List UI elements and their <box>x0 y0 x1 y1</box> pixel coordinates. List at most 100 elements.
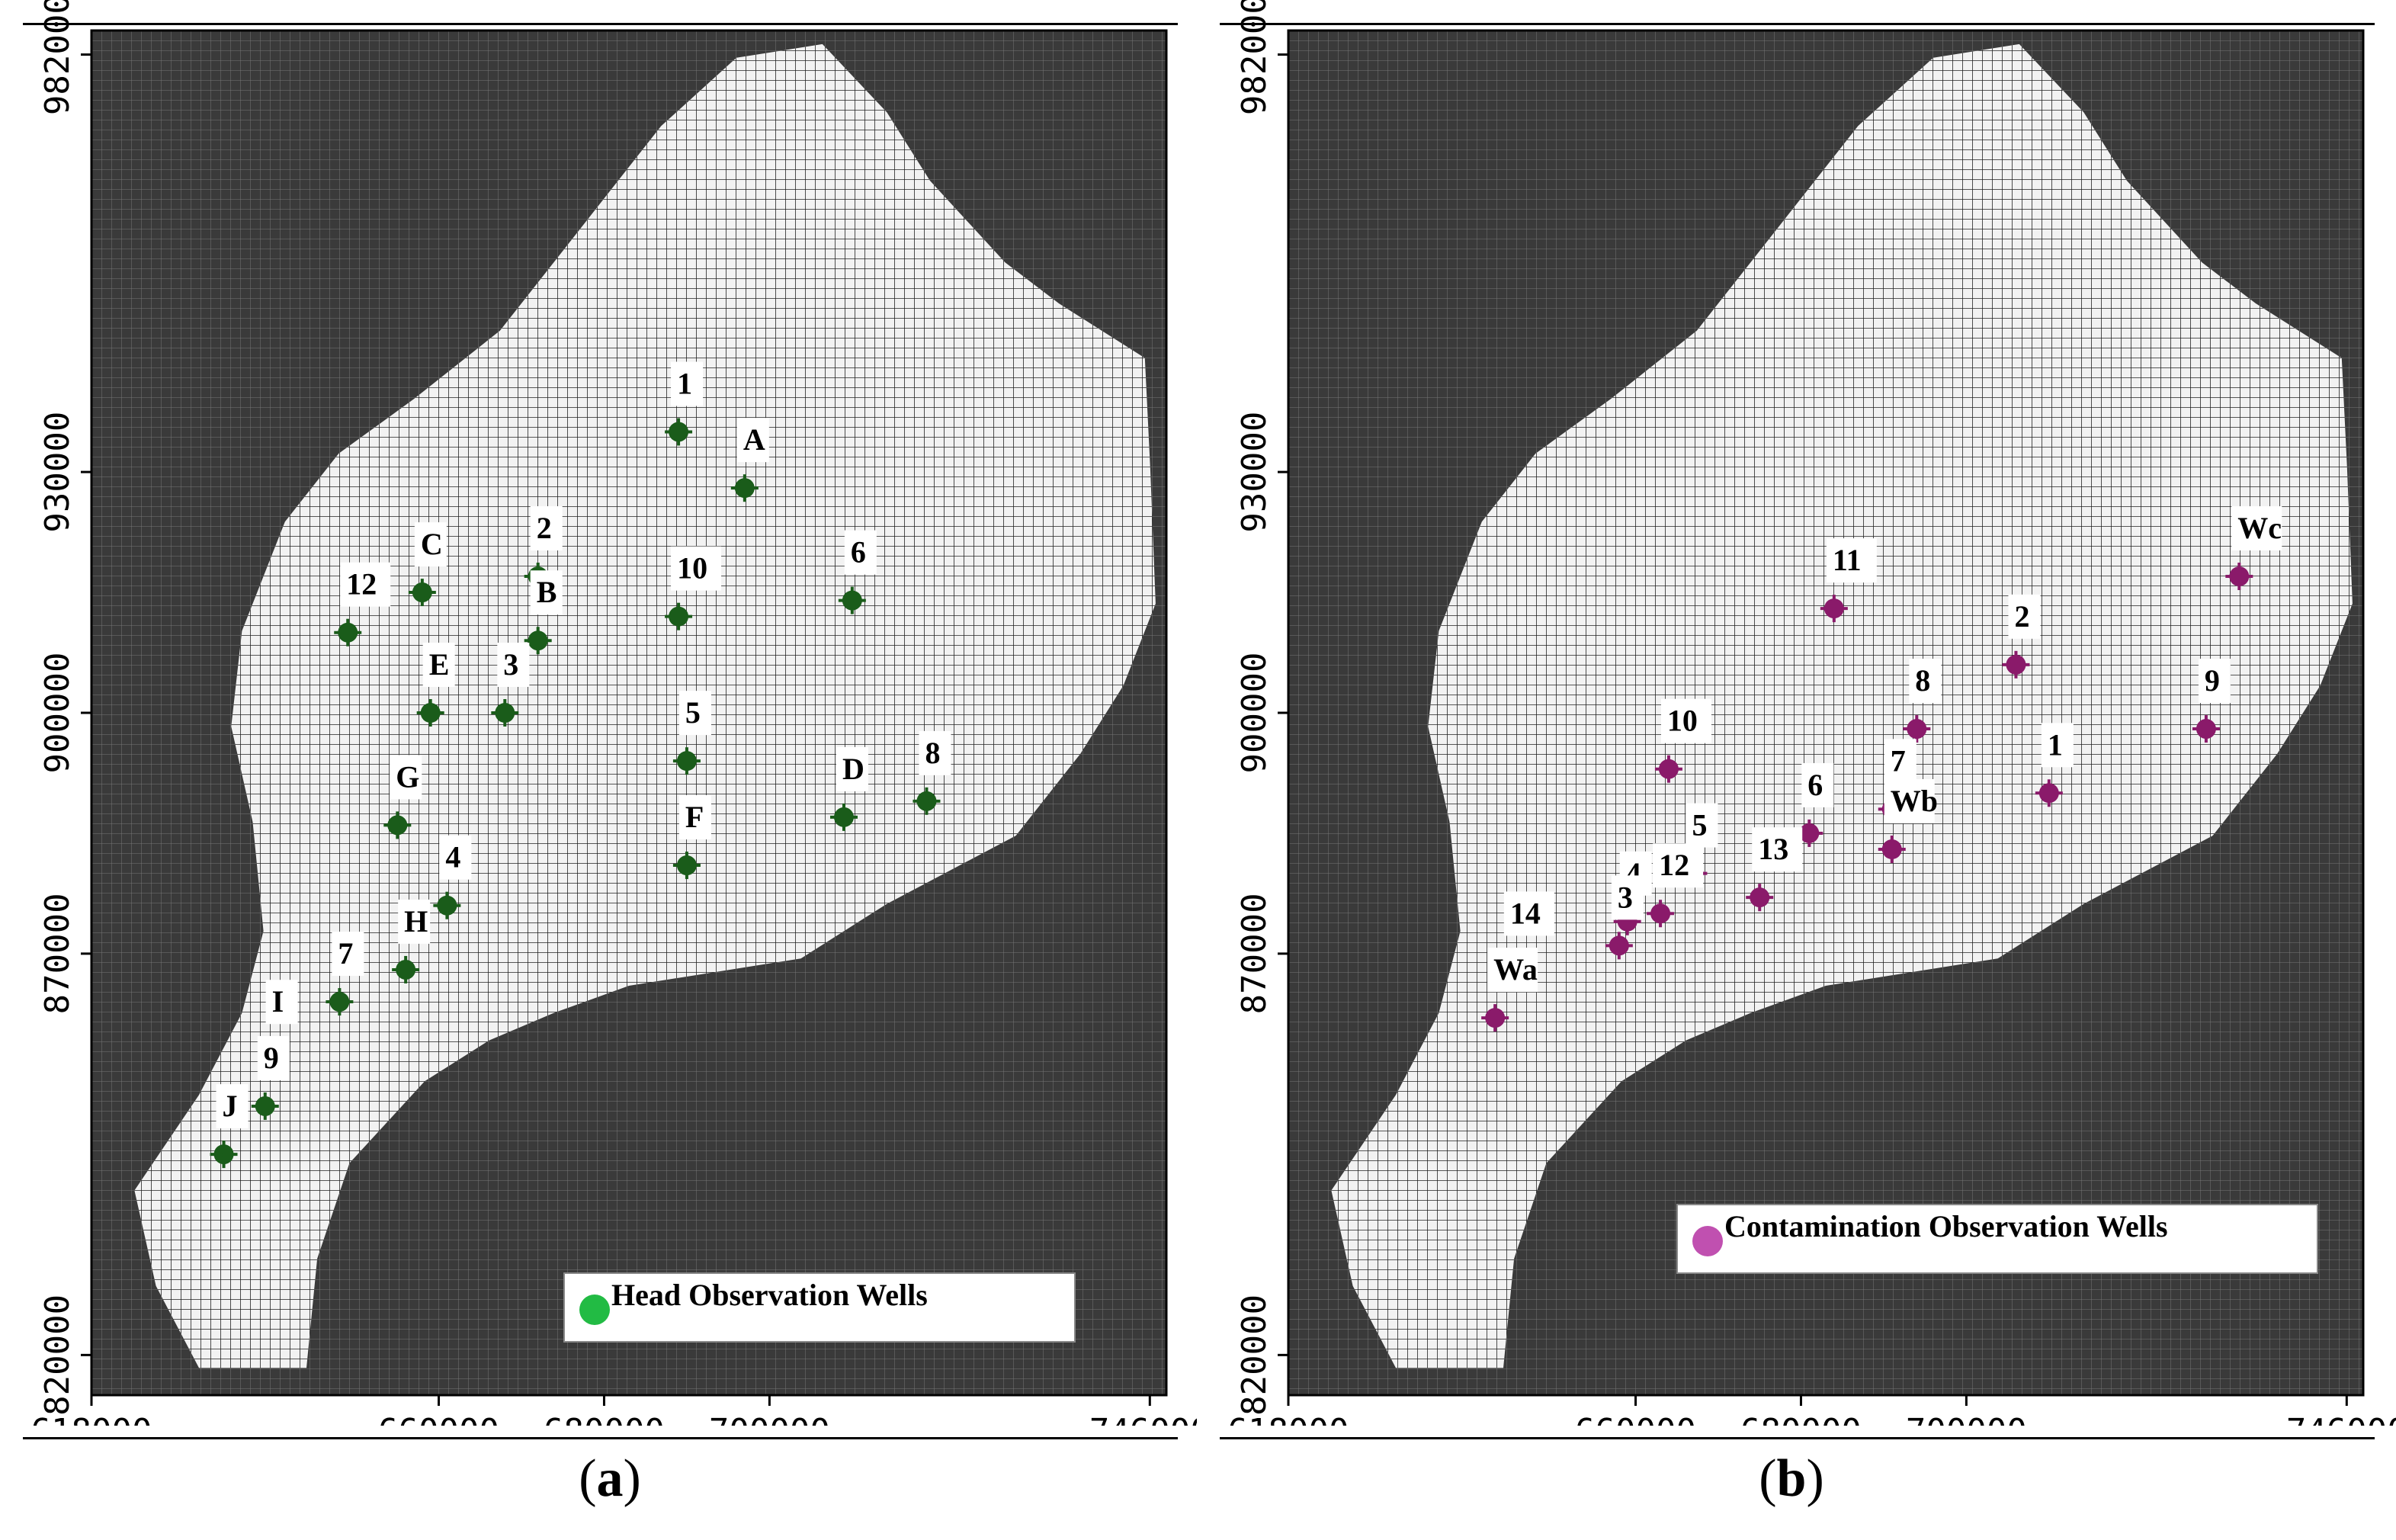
well-label: F <box>685 800 704 834</box>
well-label-box <box>1503 891 1554 936</box>
well-label-box <box>2008 594 2041 639</box>
well-label: 2 <box>2014 599 2029 634</box>
well-label: C <box>421 527 443 561</box>
x-tick-label: 680000 <box>544 1412 665 1426</box>
well-label: 3 <box>1618 880 1633 914</box>
x-tick-label: 680000 <box>1740 1412 1862 1426</box>
y-tick-label: 982000 <box>1235 0 1274 115</box>
well-label: 6 <box>1807 768 1823 802</box>
y-tick-label: 930000 <box>38 412 77 533</box>
well-label: 7 <box>1891 743 1906 778</box>
legend-label: Head Observation Wells <box>611 1278 928 1312</box>
map-panel-a: 618000 660000 680000 700000 746000 982000 9300… <box>0 0 1197 1426</box>
caption-a: (a) <box>579 1449 641 1508</box>
well-label: 10 <box>1667 704 1698 738</box>
caption-a-letter: a <box>596 1449 624 1508</box>
well-label-box <box>1884 779 1935 823</box>
y-tick-label: 900000 <box>1235 653 1274 774</box>
legend-marker <box>1692 1226 1723 1256</box>
top-rule-left <box>23 23 1178 25</box>
observation-well: Wc <box>2225 506 2282 590</box>
well-label-box <box>736 418 769 463</box>
y-tick-label: 930000 <box>1235 412 1274 533</box>
observation-well: 3 <box>491 643 530 727</box>
observation-well: 13 <box>1746 827 1803 912</box>
map-panel-b: 618000 660000 680000 700000 746000 982000 9300… <box>1197 0 2396 1426</box>
well-label-box <box>414 522 447 567</box>
observation-well: 9 <box>251 1035 290 1120</box>
observation-well: B <box>524 570 563 655</box>
well-label: Wc <box>2237 511 2282 545</box>
legend: Head Observation Wells <box>563 1272 1076 1343</box>
well-label-box <box>2041 723 2074 768</box>
well-label: G <box>396 759 419 794</box>
well-label-box <box>671 361 704 406</box>
observation-well: 1 <box>665 361 704 446</box>
observation-well: F <box>672 795 711 880</box>
well-label: Wb <box>1891 784 1938 818</box>
well-label-box <box>919 730 951 775</box>
y-tick-label: 870000 <box>38 893 77 1014</box>
y-tick-label: 870000 <box>1235 893 1274 1014</box>
observation-well: 7 <box>326 932 364 1016</box>
well-label-box <box>398 899 431 944</box>
well-label-box <box>1884 739 1916 784</box>
x-tick-label: 618000 <box>1228 1412 1349 1426</box>
well-label: 11 <box>1833 543 1862 577</box>
well-label: 5 <box>685 695 701 730</box>
observation-well: 9 <box>2192 659 2231 743</box>
observation-well: H <box>392 899 431 983</box>
well-label-box <box>332 932 364 977</box>
well-label-box <box>1801 762 1834 807</box>
well-label-box <box>265 980 298 1025</box>
well-label-box <box>1826 538 1877 583</box>
well-label-box <box>1660 698 1711 743</box>
observation-well: G <box>383 755 422 839</box>
well-label: 12 <box>346 567 377 602</box>
x-tick-label: 746000 <box>1089 1412 1197 1426</box>
well-label: 12 <box>1659 848 1689 882</box>
well-label-box <box>390 755 422 800</box>
y-tick-label: 820000 <box>38 1295 77 1416</box>
well-label-box <box>2198 659 2231 704</box>
observation-well: Wa <box>1481 948 1538 1032</box>
well-label-box <box>257 1035 290 1080</box>
y-tick-label: 820000 <box>1235 1295 1274 1416</box>
bottom-rule-right <box>1220 1437 2375 1439</box>
observation-well: J <box>210 1084 249 1169</box>
observation-well: 10 <box>1654 698 1711 783</box>
legend-box <box>1676 1204 2318 1274</box>
x-tick-label: 746000 <box>2286 1412 2396 1426</box>
well-label-box <box>530 506 563 550</box>
well-label: D <box>842 752 864 786</box>
observation-well: 6 <box>1795 762 1834 847</box>
x-tick-label: 618000 <box>31 1412 152 1426</box>
active-model-area <box>134 43 1156 1368</box>
well-label: B <box>537 575 557 609</box>
well-label-box <box>340 562 391 607</box>
observation-well: 8 <box>913 730 951 815</box>
well-label-box <box>216 1084 249 1129</box>
well-label: 13 <box>1758 832 1788 866</box>
well-label: 1 <box>2048 727 2063 762</box>
legend: Contamination Observation Wells <box>1676 1204 2318 1274</box>
well-label-box <box>678 795 711 840</box>
observation-well: 4 <box>433 835 472 919</box>
x-tick-label: 660000 <box>1575 1412 1696 1426</box>
well-label-box <box>844 530 877 575</box>
observation-well: 12 <box>1647 843 1704 928</box>
well-label: 7 <box>338 936 353 971</box>
x-tick-label: 700000 <box>709 1412 830 1426</box>
well-label-box <box>422 643 455 687</box>
well-label: 9 <box>264 1041 279 1075</box>
well-label-box <box>1909 659 1942 704</box>
well-label: 9 <box>2205 663 2220 698</box>
observation-well: E <box>416 643 455 727</box>
caption-b: (b) <box>1759 1449 1824 1508</box>
well-label-box <box>1752 827 1803 872</box>
legend-box <box>563 1272 1076 1343</box>
observation-well: 6 <box>838 530 877 614</box>
observation-well: 2 <box>2002 594 2041 679</box>
well-label: J <box>223 1089 238 1123</box>
legend-marker <box>579 1295 610 1325</box>
